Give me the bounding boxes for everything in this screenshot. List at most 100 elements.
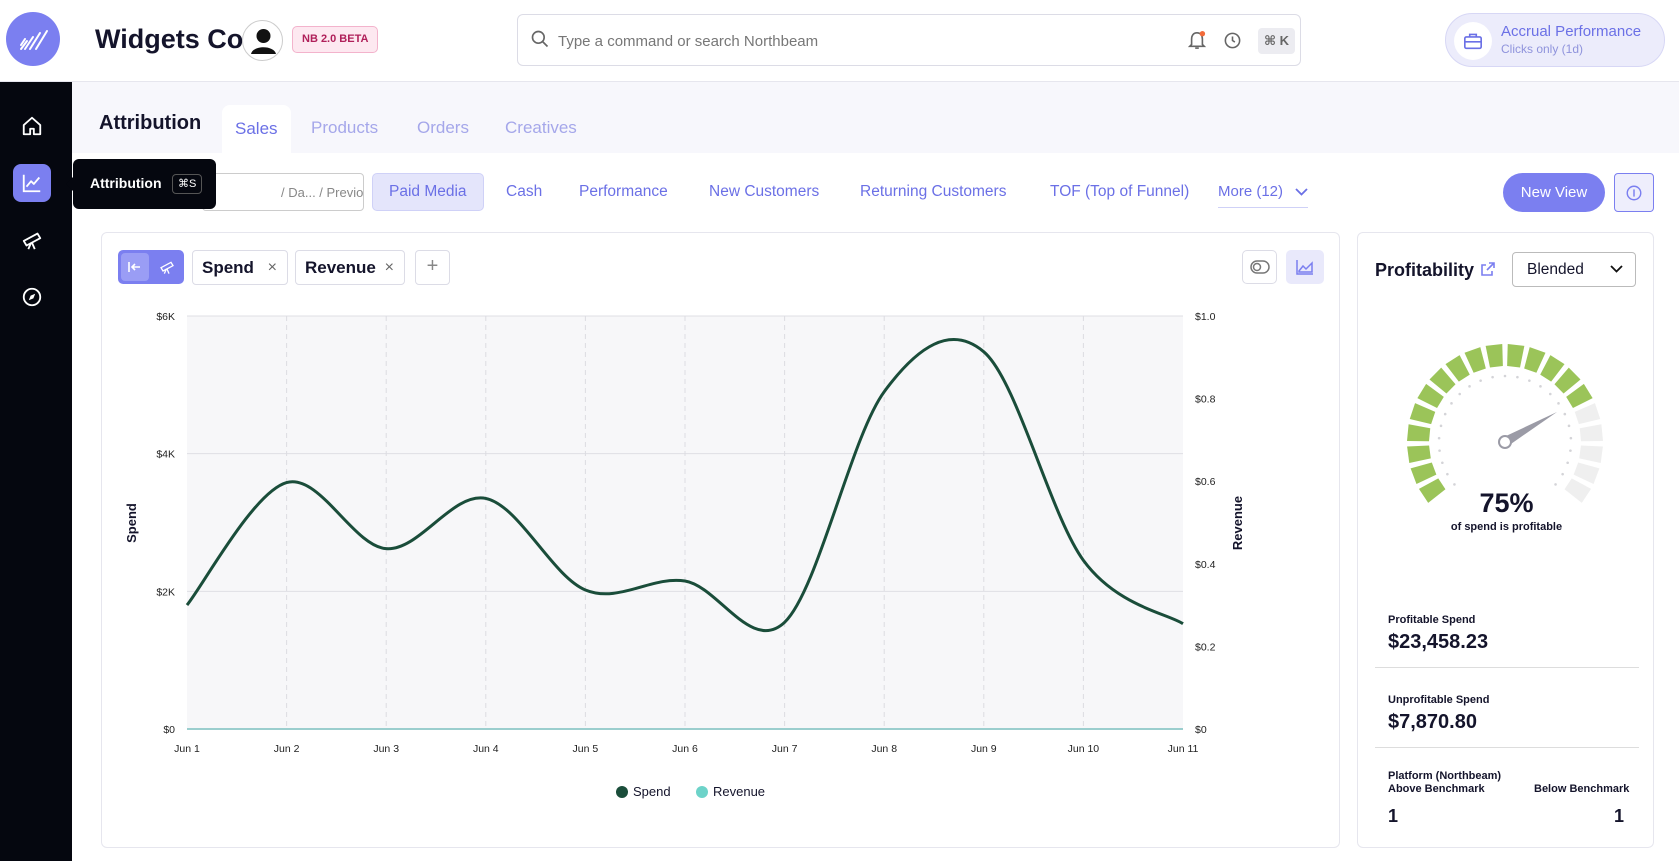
chevron-down-icon [1295, 188, 1308, 196]
gauge-hub [1498, 435, 1512, 449]
telescope-mode-icon[interactable] [153, 253, 181, 281]
gauge-tick-dot [1438, 449, 1441, 452]
remove-metric-icon[interactable]: × [384, 259, 394, 276]
tab-products[interactable]: Products [311, 118, 379, 137]
telescope-icon [22, 232, 42, 250]
chart-mode-toggle[interactable] [118, 250, 184, 284]
gauge-tick-dot [1503, 374, 1507, 378]
avatar[interactable] [242, 20, 283, 61]
gauge-tick-dot [1569, 449, 1572, 452]
y-tick-label-left: $4K [156, 449, 175, 461]
x-tick-label: Jun 6 [672, 743, 698, 755]
tab-creatives[interactable]: Creatives [505, 118, 577, 137]
view-returning-customers[interactable]: Returning Customers [860, 183, 1007, 200]
sidebar-item-home[interactable] [13, 107, 51, 145]
x-tick-label: Jun 5 [573, 743, 599, 755]
tooltip-label: Attribution [90, 175, 162, 191]
external-link-icon[interactable] [1480, 261, 1496, 277]
gauge-segment [1485, 344, 1503, 368]
gauge-tick-dot [1468, 385, 1471, 388]
gauge-segment [1579, 445, 1603, 464]
gauge-segment [1429, 367, 1456, 394]
info-button[interactable] [1614, 173, 1654, 212]
area-chart-button[interactable] [1286, 250, 1324, 284]
profitability-title: Profitability [1375, 260, 1475, 280]
gauge-tick-dot [1554, 483, 1557, 486]
sidebar-item-explore[interactable] [13, 278, 51, 316]
profitable-spend-label: Profitable Spend [1388, 614, 1476, 626]
tab-orders[interactable]: Orders [417, 118, 469, 137]
gauge-segment [1579, 424, 1603, 442]
view-tof[interactable]: TOF (Top of Funnel) [1050, 183, 1190, 200]
add-metric-button[interactable]: + [415, 250, 450, 285]
history-icon[interactable] [1223, 31, 1242, 50]
metric-pill-revenue[interactable]: Revenue × [295, 250, 405, 285]
chevron-down-icon [1610, 265, 1623, 273]
unprofitable-spend-value: $7,870.80 [1388, 711, 1477, 733]
tooltip-shortcut: ⌘S [172, 174, 203, 194]
below-benchmark-label: Below Benchmark [1534, 783, 1630, 795]
command-search[interactable]: ⌘ K [517, 14, 1301, 66]
x-tick-label: Jun 4 [473, 743, 499, 755]
x-tick-label: Jun 3 [373, 743, 399, 755]
view-cash[interactable]: Cash [506, 183, 543, 200]
chart-card: Spend × Revenue × + $0 $2K $4K $6K $0 $0.2 $0.… [101, 232, 1340, 848]
bell-icon[interactable] [1188, 30, 1206, 50]
x-tick-label: Jun 8 [871, 743, 897, 755]
gauge-tick-dot [1439, 424, 1443, 428]
above-benchmark-count: 1 [1388, 806, 1399, 826]
search-icon [531, 30, 549, 48]
metric-pill-label: Revenue [305, 258, 376, 277]
tab-sales[interactable]: Sales [222, 105, 291, 153]
gauge-tick-dot [1569, 436, 1573, 440]
view-performance[interactable]: Performance [579, 183, 668, 200]
gauge-segment [1418, 478, 1446, 503]
remove-metric-icon[interactable]: × [267, 259, 277, 276]
gauge-segment [1507, 344, 1525, 368]
gauge-tick-dot [1563, 412, 1567, 416]
y-tick-label-left: $0 [163, 724, 175, 736]
above-benchmark-label-2: Above Benchmark [1388, 783, 1485, 795]
gauge-tick-dot [1528, 379, 1531, 382]
metric-pill-spend[interactable]: Spend × [192, 250, 288, 285]
profitability-mode-select[interactable]: Blended [1512, 252, 1636, 287]
gauge-segment [1407, 424, 1431, 442]
profitability-gauge [1407, 344, 1603, 503]
series-line-spend [185, 338, 1184, 632]
gauge-segment [1554, 367, 1581, 394]
x-tick-label: Jun 7 [772, 743, 798, 755]
shortcut-hint: ⌘ K [1258, 28, 1296, 54]
gauge-needle [1502, 412, 1557, 447]
collapse-mode-icon[interactable] [121, 253, 149, 281]
view-new-customers[interactable]: New Customers [709, 183, 820, 200]
view-paid-media[interactable]: Paid Media [372, 173, 484, 211]
new-view-button[interactable]: New View [1503, 173, 1605, 212]
search-input[interactable] [558, 29, 1138, 53]
y-tick-label-right: $0 [1195, 724, 1207, 736]
beta-badge: NB 2.0 BETA [292, 26, 379, 53]
metric-pill-label: Spend [202, 258, 254, 277]
sidebar [0, 0, 72, 861]
legend-swatch [616, 786, 628, 798]
sidebar-tooltip: Attribution ⌘S [66, 159, 216, 209]
gauge-tick-dot [1548, 392, 1552, 396]
northbeam-logo[interactable] [6, 12, 60, 66]
gauge-segment [1409, 403, 1436, 425]
sidebar-item-attribution[interactable] [13, 164, 51, 202]
area-chart-icon [1296, 260, 1313, 275]
gauge-segment [1573, 462, 1600, 485]
date-range-input[interactable]: / Da... / Previous pe... [202, 173, 364, 211]
accrual-performance-selector[interactable]: Accrual Performance Clicks only (1d) [1445, 13, 1665, 67]
profitable-caption: of spend is profitable [1450, 521, 1563, 533]
gauge-segment [1417, 383, 1444, 408]
sidebar-item-telescope[interactable] [13, 221, 51, 259]
profitable-percent: 75% [1479, 488, 1534, 518]
more-views-label: More (12) [1218, 183, 1284, 200]
tooltip-caret [66, 177, 73, 191]
gauge-segment [1410, 462, 1437, 485]
divider [1375, 747, 1639, 748]
more-views-dropdown[interactable]: More (12) [1218, 183, 1309, 208]
compare-toggle-button[interactable] [1242, 250, 1277, 284]
gauge-segment [1464, 347, 1486, 373]
divider [1375, 667, 1639, 668]
